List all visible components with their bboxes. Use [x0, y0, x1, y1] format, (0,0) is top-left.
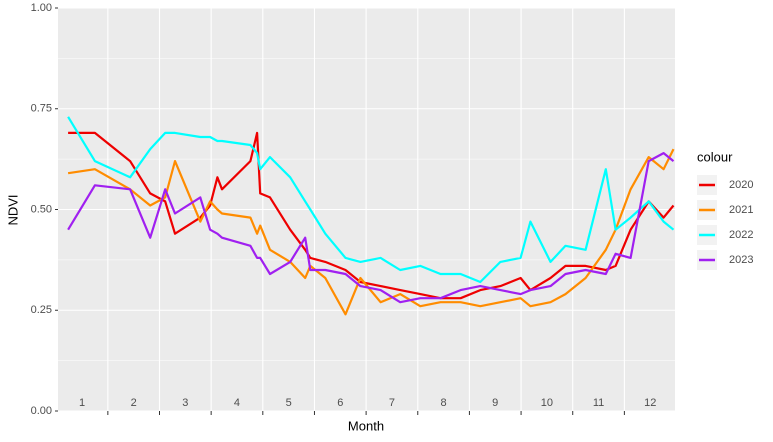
x-tick-label: 8	[441, 397, 447, 409]
series-line	[67, 152, 675, 304]
x-tick-label: 3	[182, 397, 188, 409]
y-tick-label: 0.50	[31, 203, 52, 215]
x-tick-label: 11	[593, 397, 604, 409]
legend-label: 2021	[729, 204, 753, 216]
legend: 2020 2021 2022 2023	[697, 175, 753, 270]
axes: 0.000.250.500.751.001 2 3 4 5 6 7 8 9 10 11 12	[31, 2, 657, 417]
x-tick-label: 4	[234, 397, 240, 409]
legend-label: 2020	[729, 179, 753, 191]
x-tick-label: 1	[79, 397, 85, 409]
x-tick-label: 5	[286, 397, 292, 409]
y-tick-label: 0.75	[31, 103, 52, 115]
y-axis-label: NDVI	[5, 194, 20, 225]
x-tick-label: 7	[389, 397, 395, 409]
series-line	[67, 148, 675, 316]
x-tick-label: 2	[131, 397, 137, 409]
x-tick-label: 12	[644, 397, 656, 409]
lines	[67, 116, 675, 316]
legend-label: 2022	[729, 229, 753, 241]
x-tick-label: 10	[541, 397, 553, 409]
series-line	[68, 131, 675, 300]
x-tick-label: 9	[492, 397, 498, 409]
x-axis-label: Month	[348, 418, 384, 433]
legend-label: 2023	[729, 254, 753, 266]
y-tick-label: 1.00	[31, 2, 52, 14]
series-line	[67, 116, 675, 284]
x-tick-label: 6	[337, 397, 343, 409]
y-tick-label: 0.25	[31, 304, 52, 316]
legend-title: colour	[697, 149, 733, 164]
y-tick-label: 0.00	[31, 405, 52, 417]
